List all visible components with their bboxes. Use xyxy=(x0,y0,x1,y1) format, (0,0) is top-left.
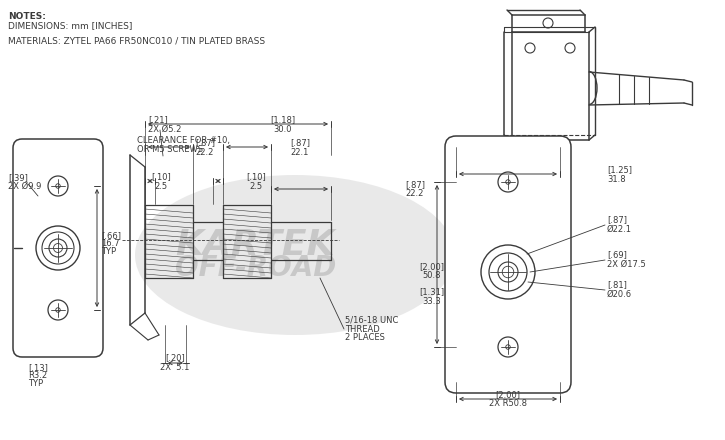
Text: 2 PLACES: 2 PLACES xyxy=(345,334,385,342)
Text: 22.2: 22.2 xyxy=(196,147,214,157)
Text: [.13]: [.13] xyxy=(28,363,48,373)
Text: 2X Ø9.9: 2X Ø9.9 xyxy=(8,181,41,191)
Text: [.21]: [.21] xyxy=(148,116,167,125)
Text: 22.1: 22.1 xyxy=(291,147,309,157)
Text: TYP: TYP xyxy=(101,247,116,257)
Text: 2X Ø17.5: 2X Ø17.5 xyxy=(607,260,646,268)
Text: [.87]: [.87] xyxy=(405,180,425,190)
Text: 31.8: 31.8 xyxy=(607,175,626,183)
Text: THREAD: THREAD xyxy=(345,324,380,334)
Text: 2.5: 2.5 xyxy=(249,181,262,191)
Text: KARTEK: KARTEK xyxy=(175,228,334,262)
Text: NOTES:: NOTES: xyxy=(8,12,46,21)
Text: [1.18]: [1.18] xyxy=(270,116,296,125)
Text: [.10]: [.10] xyxy=(246,172,266,181)
Text: [.87]: [.87] xyxy=(195,139,215,147)
Text: [.10]: [.10] xyxy=(151,172,171,181)
Text: [.66]: [.66] xyxy=(101,231,121,241)
Text: CLEARANCE FOR #10,: CLEARANCE FOR #10, xyxy=(137,136,230,144)
Text: 22.2: 22.2 xyxy=(406,190,424,198)
FancyBboxPatch shape xyxy=(445,136,571,393)
Text: 2X R50.8: 2X R50.8 xyxy=(489,400,527,408)
Text: [.69]: [.69] xyxy=(607,250,627,260)
Text: 2X  5.1: 2X 5.1 xyxy=(160,363,190,371)
Text: TYP: TYP xyxy=(28,379,43,389)
Text: [.87]: [.87] xyxy=(290,139,310,147)
Text: [.81]: [.81] xyxy=(607,281,627,290)
Text: [.39]: [.39] xyxy=(8,173,28,183)
Text: [1.25]: [1.25] xyxy=(607,165,632,175)
Text: MATERIALS: ZYTEL PA66 FR50NC010 / TIN PLATED BRASS: MATERIALS: ZYTEL PA66 FR50NC010 / TIN PL… xyxy=(8,36,265,45)
Ellipse shape xyxy=(135,175,455,335)
Text: DIMENSIONS: mm [INCHES]: DIMENSIONS: mm [INCHES] xyxy=(8,21,133,30)
Text: 33.3: 33.3 xyxy=(423,297,442,305)
Text: OR M5 SCREWS: OR M5 SCREWS xyxy=(137,144,203,154)
Text: R3.2: R3.2 xyxy=(28,371,47,381)
Text: 50.8: 50.8 xyxy=(423,271,442,281)
Text: OFF-ROAD: OFF-ROAD xyxy=(175,254,336,282)
Text: Ø20.6: Ø20.6 xyxy=(607,290,632,298)
FancyBboxPatch shape xyxy=(13,139,103,357)
Text: Ø22.1: Ø22.1 xyxy=(607,224,632,234)
Text: [.87]: [.87] xyxy=(607,216,627,224)
Text: 5/16-18 UNC: 5/16-18 UNC xyxy=(345,315,398,324)
Text: 2X Ø5.2: 2X Ø5.2 xyxy=(148,125,181,133)
Text: [2.00]: [2.00] xyxy=(420,263,444,271)
Text: [.20]: [.20] xyxy=(165,353,185,363)
Text: 16.7: 16.7 xyxy=(101,239,120,249)
Text: 30.0: 30.0 xyxy=(274,125,292,133)
Text: [1.31]: [1.31] xyxy=(420,287,444,297)
Text: 2.5: 2.5 xyxy=(154,181,167,191)
Text: [2.00]: [2.00] xyxy=(495,390,521,400)
